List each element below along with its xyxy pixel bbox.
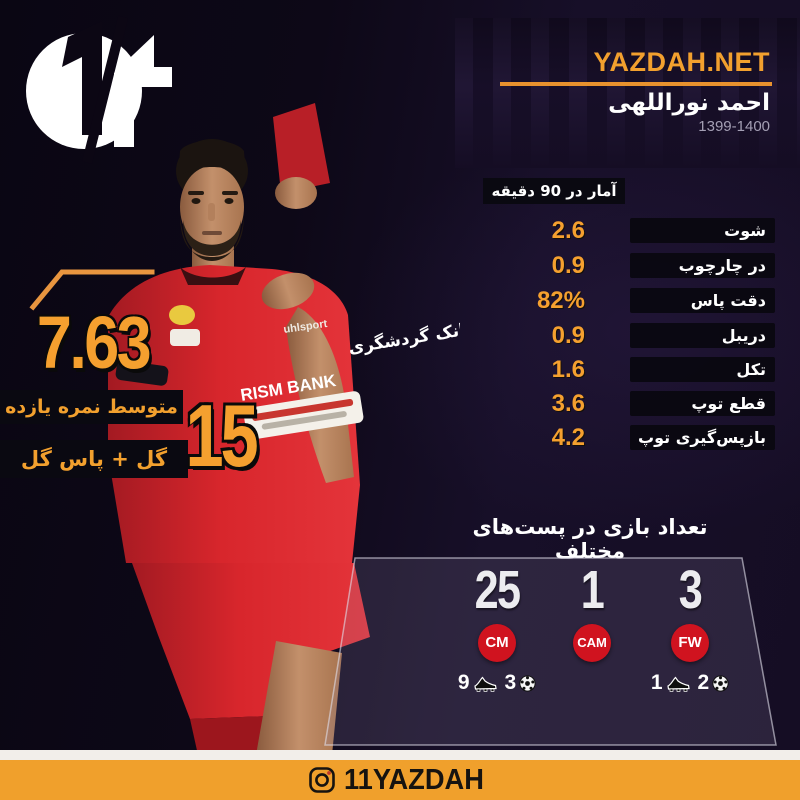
stat-row: 0.9 دریبل (0, 323, 800, 348)
player-photo: uhlsport بانک گردشگری RISM BANK (108, 103, 460, 755)
thigh (256, 641, 342, 755)
stat-row: 82% دقت پاس (0, 288, 800, 313)
logo-numeral-one-dark (62, 21, 102, 135)
boot-icon (473, 676, 497, 692)
stat-row: 2.6 شوت (0, 218, 800, 243)
rating-caption-bar: متوسط نمره یازده (0, 390, 183, 424)
position-column-cm: 25 CM 9 3 (432, 560, 562, 695)
jersey-collar (180, 267, 246, 285)
instagram-icon (308, 767, 335, 793)
rating-callout-line (29, 269, 155, 311)
stat-row: 1.6 تکل (0, 357, 800, 382)
gripping-hand (275, 177, 317, 209)
positions-panel (324, 557, 777, 746)
stat-value: 4.2 (551, 424, 585, 451)
logo-numeral-one-arrow (114, 35, 172, 147)
ball-count: 3 (504, 671, 517, 694)
shirt-fold (273, 103, 330, 193)
stat-value: 2.6 (551, 217, 585, 244)
player-name: احمد نوراللهی (608, 90, 770, 116)
goal-assist-icons: 1 2 (625, 671, 755, 695)
stat-row: 3.6 قطع توپ (0, 391, 800, 416)
stat-value: 82% (536, 287, 585, 314)
ball-count: 2 (697, 671, 710, 694)
stat-value: 0.9 (551, 322, 585, 349)
matches-count: 25 (474, 560, 521, 620)
site-title: YAZDAH.NET (593, 47, 770, 77)
instagram-handle: 11YAZDAH (343, 763, 484, 796)
shorts (132, 563, 370, 719)
stat-value: 3.6 (551, 390, 585, 417)
stat-label-bar: در چارچوب (630, 253, 775, 278)
yazdah-eleven-logo (26, 15, 172, 164)
stat-row: 4.2 بازپس‌گیری توپ (0, 425, 800, 450)
mouth (202, 231, 222, 235)
forearm (286, 307, 354, 483)
goal-assist-icons: 9 3 (432, 671, 562, 695)
boot-count: 1 (650, 671, 663, 694)
position-badge: CM (478, 624, 516, 662)
footer-white-strip (0, 750, 800, 760)
eyebrow-right (222, 191, 238, 195)
per90-title: آمار در 90 دقیقه (483, 178, 625, 204)
position-column-fw: 3 FW 1 2 (625, 560, 755, 695)
pointing-hand (261, 272, 315, 310)
season-label: 1399-1400 (698, 118, 770, 135)
position-badge: CAM (573, 624, 611, 662)
eyebrow-left (188, 191, 204, 195)
stat-label-bar: بازپس‌گیری توپ (630, 425, 775, 450)
boot-icon (666, 676, 690, 692)
stat-label-bar: دقت پاس (630, 288, 775, 313)
title-underline (500, 82, 772, 86)
stadium-stripes-backdrop (455, 18, 800, 168)
eye-left (191, 198, 201, 204)
matches-count: 3 (678, 560, 703, 620)
contributions-caption-bar: گل + پاس گل (0, 440, 188, 478)
boot-count: 9 (457, 671, 470, 694)
nose (208, 203, 215, 221)
positions-title: تعداد بازی در پست‌های مختلف (472, 515, 708, 563)
league-patch (169, 305, 195, 325)
rating-value: 7.63 (36, 301, 152, 384)
stat-row: 0.9 در چارچوب (0, 253, 800, 278)
stat-label-bar: قطع توپ (630, 391, 775, 416)
stat-label-bar: تکل (630, 357, 775, 382)
hair-front (178, 140, 246, 179)
contributions-value: 15 (185, 386, 258, 485)
stat-label-bar: دریبل (630, 323, 775, 348)
stat-label-bar: شوت (630, 218, 775, 243)
position-badge: FW (671, 624, 709, 662)
eye-right (224, 198, 234, 204)
beard (183, 220, 241, 256)
matches-count: 1 (580, 560, 605, 620)
soccer-ball-icon (519, 674, 536, 692)
stat-value: 0.9 (551, 252, 585, 279)
soccer-ball-icon (712, 674, 729, 692)
captain-armband (115, 360, 169, 386)
kit-patch (170, 329, 200, 346)
logo-slash-gap (82, 15, 129, 164)
stat-value: 1.6 (551, 356, 585, 383)
position-column-cam: 1 CAM (527, 560, 657, 662)
instagram-bar: 11YAZDAH (0, 760, 800, 800)
